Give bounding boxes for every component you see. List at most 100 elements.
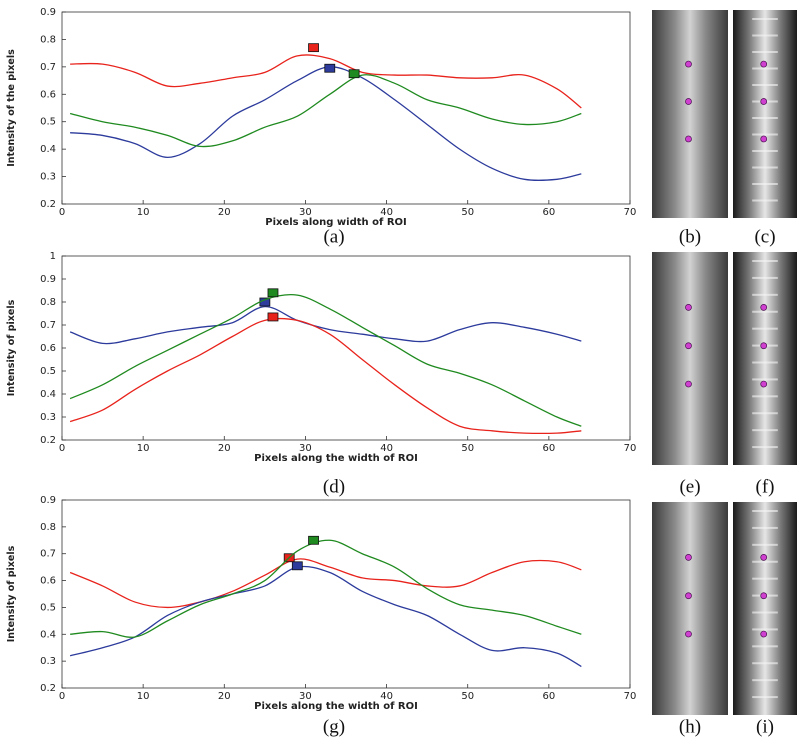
y-tick-label: 0.8 xyxy=(40,297,56,308)
vertebra xyxy=(752,577,778,580)
x-tick-label: 40 xyxy=(380,207,393,218)
x-tick-label: 10 xyxy=(137,691,150,702)
image-panel xyxy=(733,252,797,465)
y-axis-label: Intensity of the pixels xyxy=(6,49,17,167)
x-tick-label: 70 xyxy=(624,207,637,218)
x-tick-label: 30 xyxy=(299,207,312,218)
series-line xyxy=(69,558,582,609)
caption: (f) xyxy=(756,476,775,497)
landmark-dot xyxy=(685,342,692,350)
landmark-dot xyxy=(760,135,768,143)
x-tick-label: 50 xyxy=(461,207,474,218)
landmark-dot xyxy=(760,554,768,561)
image-panel xyxy=(733,10,797,218)
vertebra xyxy=(752,378,778,381)
x-axis-label: Pixels along the width of ROI xyxy=(254,701,418,712)
peak-marker xyxy=(308,43,319,53)
y-tick-label: 0.3 xyxy=(40,412,56,423)
series-line xyxy=(69,317,582,435)
landmark-dot xyxy=(760,380,768,388)
image-panel xyxy=(652,502,728,715)
peak-marker xyxy=(267,312,279,322)
y-tick-label: 0.9 xyxy=(40,495,56,506)
x-tick-label: 40 xyxy=(380,691,393,702)
vertebra xyxy=(752,361,778,364)
plot-frame xyxy=(61,255,631,441)
vertebra xyxy=(752,543,778,546)
landmark-dot xyxy=(685,304,692,311)
landmark-dot xyxy=(685,98,692,105)
image-panel xyxy=(733,502,797,715)
landmark-dot xyxy=(760,630,768,638)
y-tick-label: 0.8 xyxy=(40,522,56,533)
landmark-dot xyxy=(760,60,768,68)
y-axis-label: Intensity of pixels xyxy=(6,545,17,642)
x-tick-label: 60 xyxy=(542,443,555,454)
y-tick-label: 0.7 xyxy=(40,320,56,331)
x-tick-label: 40 xyxy=(380,443,393,454)
x-tick-label: 20 xyxy=(218,207,231,218)
caption: (i) xyxy=(756,716,774,737)
vertebra xyxy=(752,645,778,648)
x-tick-label: 70 xyxy=(624,691,637,702)
y-tick-label: 0.5 xyxy=(40,602,56,613)
y-tick-label: 0.4 xyxy=(40,389,56,400)
series-line xyxy=(69,565,582,668)
y-tick-label: 0.3 xyxy=(40,172,56,183)
vertebra xyxy=(752,679,778,682)
x-tick-label: 10 xyxy=(137,443,150,454)
y-tick-label: 0.6 xyxy=(40,343,56,354)
peak-marker xyxy=(267,288,279,298)
x-tick-label: 50 xyxy=(461,443,474,454)
y-tick-label: 0.9 xyxy=(40,7,56,18)
peak-marker xyxy=(348,69,360,79)
y-tick-label: 0.7 xyxy=(40,62,56,73)
vertebra xyxy=(752,327,778,330)
caption: (g) xyxy=(323,716,345,737)
caption: (b) xyxy=(679,226,701,247)
landmark-dot xyxy=(760,592,768,600)
series-line xyxy=(69,305,582,345)
landmark-dot xyxy=(685,630,692,638)
x-tick-label: 60 xyxy=(542,207,555,218)
vertebra xyxy=(752,18,778,20)
series-line xyxy=(69,74,582,148)
vertebra xyxy=(752,150,778,152)
y-tick-label: 0.8 xyxy=(40,34,56,45)
vertebra xyxy=(752,166,778,169)
image-panel xyxy=(652,252,728,465)
vertebra xyxy=(752,560,778,563)
x-tick-label: 0 xyxy=(59,207,65,218)
landmark-dot xyxy=(760,304,768,311)
vertebra xyxy=(752,183,778,185)
y-tick-label: 1 xyxy=(50,251,56,262)
landmark-dot xyxy=(685,592,692,600)
peak-marker xyxy=(324,63,336,73)
x-axis-label: Pixels along width of ROI xyxy=(265,217,406,228)
vertebra xyxy=(752,293,778,296)
vertebra xyxy=(752,34,778,37)
vertebra xyxy=(752,133,778,136)
caption: (h) xyxy=(679,716,701,737)
x-tick-label: 20 xyxy=(218,443,231,454)
series-line xyxy=(69,293,582,427)
x-tick-label: 30 xyxy=(299,443,312,454)
image-panel xyxy=(652,10,728,218)
vertebra xyxy=(752,696,778,699)
x-axis-label: Pixels along the width of ROI xyxy=(254,453,418,464)
vertebra xyxy=(752,395,778,398)
vertebra xyxy=(752,67,778,70)
x-tick-label: 0 xyxy=(59,443,65,454)
y-tick-label: 0.7 xyxy=(40,549,56,560)
plot-frame xyxy=(61,499,631,689)
y-tick-label: 0.6 xyxy=(40,89,56,100)
vertebra xyxy=(752,51,778,53)
landmark-dot xyxy=(760,98,768,105)
caption: (a) xyxy=(323,226,344,247)
x-tick-label: 30 xyxy=(299,691,312,702)
x-tick-label: 50 xyxy=(461,691,474,702)
y-axis-label: Intensity of pixels xyxy=(6,299,17,396)
vertebra xyxy=(752,276,778,279)
vertebra xyxy=(752,117,778,119)
caption: (d) xyxy=(323,476,345,497)
